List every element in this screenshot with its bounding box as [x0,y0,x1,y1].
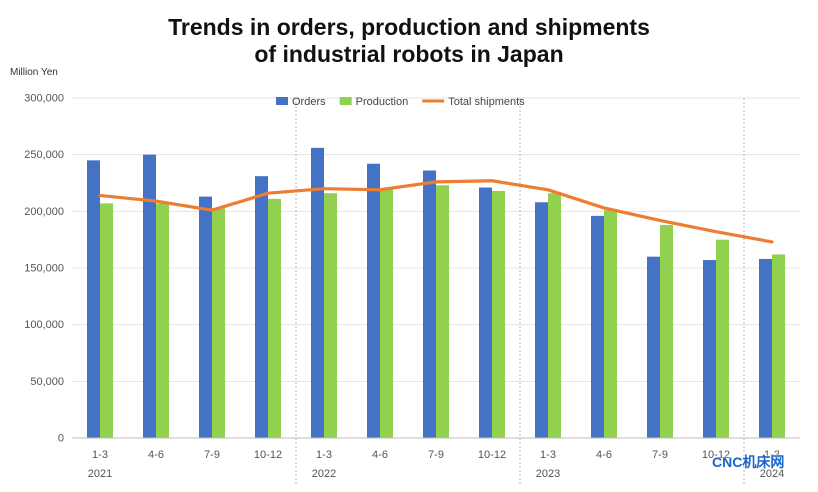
chart-title-line-2: of industrial robots in Japan [254,41,564,67]
x-tick-label: 4-6 [372,449,388,461]
orders-bar [367,163,380,438]
x-year-label: 2022 [312,468,336,480]
y-tick-label: 200,000 [24,206,64,218]
legend-label-orders: Orders [292,96,326,108]
production-bar [100,203,113,438]
shipments-line-layer [98,179,774,244]
orders-bar [591,215,604,438]
production-bar [772,254,785,438]
y-tick-label: 150,000 [24,263,64,275]
bars [87,147,785,439]
orders-bar [423,170,436,439]
production-bar [548,193,561,438]
chart-title-line-1: Trends in orders, production and shipmen… [168,14,650,40]
x-tick-label: 4-6 [596,449,612,461]
x-tick-label: 10-12 [254,449,282,461]
x-tick-label: 1-3 [316,449,332,461]
y-tick-label: 250,000 [24,149,64,161]
orders-bar [311,147,324,438]
production-bar [156,203,169,438]
legend-label-production: Production [356,96,409,108]
x-tick-label: 7-9 [652,449,668,461]
x-tick-label: 4-6 [148,449,164,461]
orders-bar [143,154,156,438]
orders-bar [479,187,492,438]
axes: 0 50,000 100,000 150,000 200,000 250,000 300,0… [24,93,800,480]
y-tick-label: 300,000 [24,93,64,105]
legend-swatch-orders [276,97,288,105]
orders-bar [87,160,100,439]
y-tick-label: 0 [58,433,64,445]
x-year-label: 2021 [88,468,112,480]
orders-bar [255,176,268,438]
orders-bar [703,260,716,438]
chart-title: Trends in orders, production and shipmen… [0,14,818,68]
year-dividers [295,98,745,486]
production-bar [212,207,225,438]
x-tick-label: 10-12 [478,449,506,461]
production-bar [492,190,505,438]
x-tick-label: 7-9 [204,449,220,461]
production-bar [660,224,673,438]
x-tick-label: 1-3 [92,449,108,461]
production-bar [436,185,449,438]
legend-swatch-production [339,97,352,105]
total-shipments-line [98,179,774,244]
watermark-logo: CNC机床网 [712,454,785,470]
y-axis-title: Million Yen [10,67,58,78]
y-tick-label: 100,000 [24,319,64,331]
legend: Orders Production Total shipments [276,96,525,108]
x-tick-label: 1-3 [540,449,556,461]
orders-bar [647,256,660,438]
production-bar [268,198,281,438]
orders-bar [199,196,212,438]
production-bar [716,239,729,438]
x-year-label: 2023 [536,468,560,480]
production-bar [324,193,337,438]
x-tick-label: 10-12 [702,449,730,461]
orders-bar [759,258,772,438]
x-tick-label: 1-3 [764,449,780,461]
production-bar [380,188,393,438]
production-bar [604,210,617,438]
y-tick-label: 50,000 [30,376,64,388]
legend-label-total-shipments: Total shipments [448,96,525,108]
x-year-label: 2024 [760,468,784,480]
orders-bar [535,202,548,438]
x-tick-label: 7-9 [428,449,444,461]
